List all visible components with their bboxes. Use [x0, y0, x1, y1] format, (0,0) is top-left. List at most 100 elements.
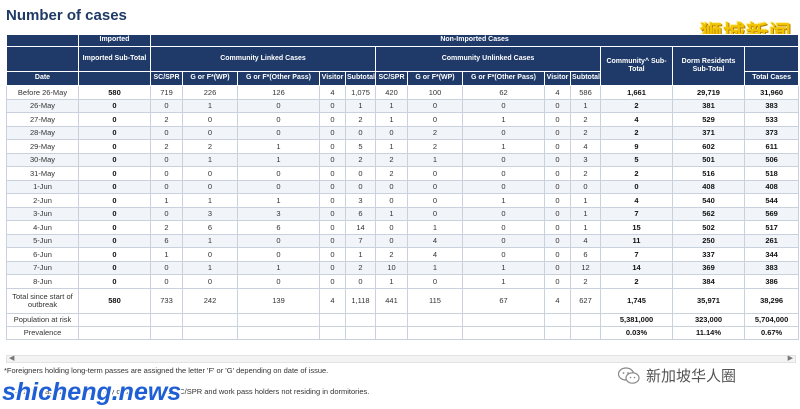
table-row: 26-May 0 0 1 0 0 1 1 0 0 0 1 2 381 383 — [6, 98, 800, 113]
date-cell: 8-Jun — [6, 274, 79, 289]
table-row: 5-Jun 0 6 1 0 0 7 0 4 0 0 4 11 250 261 — [6, 233, 800, 248]
unlinked-cell: 2 — [570, 125, 601, 140]
linked-cell: 1 — [237, 139, 320, 154]
dorm-subtotal-cell: 384 — [672, 274, 745, 289]
dorm-subtotal-cell: 501 — [672, 152, 745, 167]
unlinked-cell: 2 — [375, 152, 408, 167]
unlinked-cell: 2 — [375, 247, 408, 262]
imported-subtotal-cell: 0 — [78, 139, 151, 154]
wechat-badge: 新加坡华人圈 — [617, 365, 736, 386]
table-row: 6-Jun 0 1 0 0 0 1 2 4 0 0 6 7 337 344 — [6, 247, 800, 262]
scroll-left-arrow-icon[interactable]: ◀ — [9, 355, 15, 362]
community-subtotal-cell: 5 — [600, 152, 673, 167]
community-subtotal-cell: 2 — [600, 166, 673, 181]
table-header: Imported Non-Imported Cases Imported Sub… — [6, 34, 800, 86]
unlinked-cell: 586 — [570, 85, 601, 100]
imported-subtotal-cell: 0 — [78, 233, 151, 248]
community-subtotal-cell: 7 — [600, 247, 673, 262]
total-cases-cell: 0.67% — [743, 325, 800, 340]
unlinked-cell: 0 — [462, 220, 545, 235]
linked-cell: 1 — [237, 260, 320, 275]
horizontal-scrollbar[interactable]: ◀ ▶ — [6, 355, 796, 363]
unlinked-cell: 1 — [407, 220, 463, 235]
empty-cell — [407, 325, 463, 340]
linked-cell: 4 — [319, 85, 346, 100]
community-subtotal-cell: 9 — [600, 139, 673, 154]
linked-cell: 1 — [150, 193, 183, 208]
dorm-subtotal-cell: 323,000 — [672, 312, 745, 327]
unlinked-cell: 0 — [407, 274, 463, 289]
date-cell: 4-Jun — [6, 220, 79, 235]
empty-cell — [375, 312, 408, 327]
unlinked-cell: 0 — [462, 247, 545, 262]
scroll-right-arrow-icon[interactable]: ▶ — [787, 355, 793, 362]
linked-cell: 0 — [345, 179, 376, 194]
unlinked-cell: 0 — [375, 193, 408, 208]
empty-cell — [182, 325, 238, 340]
total-cases-cell: 569 — [743, 206, 800, 221]
total-cases-cell: 373 — [743, 125, 800, 140]
header-blank-4 — [78, 71, 151, 86]
linked-cell: 0 — [319, 179, 346, 194]
date-cell: 2-Jun — [6, 193, 79, 208]
linked-cell: 2 — [345, 112, 376, 127]
total-cases-cell: 544 — [743, 193, 800, 208]
linked-cell: 0 — [237, 125, 320, 140]
unlinked-cell: 4 — [570, 139, 601, 154]
table-row: 27-May 0 2 0 0 0 2 1 0 1 0 2 4 529 533 — [6, 112, 800, 127]
imported-subtotal-cell: 0 — [78, 274, 151, 289]
unlinked-cell: 0 — [375, 233, 408, 248]
linked-cell: 1 — [237, 193, 320, 208]
community-subtotal-cell: 4 — [600, 193, 673, 208]
linked-cell: 0 — [319, 139, 346, 154]
empty-cell — [570, 312, 601, 327]
community-subtotal-cell: 14 — [600, 260, 673, 275]
unlinked-cell: 0 — [544, 193, 571, 208]
footnote-pass-holders: *Foreigners holding long-term passes are… — [4, 366, 329, 375]
linked-cell: 1 — [345, 98, 376, 113]
header-community-subtotal: Community^ Sub-Total — [600, 46, 673, 86]
unlinked-cell: 2 — [407, 139, 463, 154]
linked-cell: 0 — [319, 260, 346, 275]
linked-cell: 0 — [319, 220, 346, 235]
unlinked-cell: 1 — [375, 139, 408, 154]
linked-cell: 139 — [237, 287, 320, 314]
header-linked-subtotal: Subtotal — [345, 71, 376, 86]
cases-table: Imported Non-Imported Cases Imported Sub… — [6, 34, 800, 340]
unlinked-cell: 62 — [462, 85, 545, 100]
dorm-subtotal-cell: 602 — [672, 139, 745, 154]
empty-cell — [237, 312, 320, 327]
date-cell: 6-Jun — [6, 247, 79, 262]
community-subtotal-cell: 15 — [600, 220, 673, 235]
unlinked-cell: 4 — [407, 247, 463, 262]
linked-cell: 0 — [182, 179, 238, 194]
dorm-subtotal-cell: 337 — [672, 247, 745, 262]
linked-cell: 0 — [150, 98, 183, 113]
unlinked-cell: 0 — [462, 166, 545, 181]
linked-cell: 0 — [150, 152, 183, 167]
linked-cell: 1 — [182, 152, 238, 167]
imported-subtotal-cell: 0 — [78, 179, 151, 194]
footnote-population: ^Population at risk for community cases … — [4, 387, 370, 396]
unlinked-cell: 0 — [544, 125, 571, 140]
date-cell: Total since start of outbreak — [6, 287, 79, 314]
header-unlinked-visitor: Visitor — [544, 71, 571, 86]
imported-subtotal-cell: 0 — [78, 260, 151, 275]
unlinked-cell: 2 — [375, 166, 408, 181]
total-cases-cell: 261 — [743, 233, 800, 248]
table-row: 3-Jun 0 0 3 3 0 6 1 0 0 0 1 7 562 569 — [6, 206, 800, 221]
community-subtotal-cell: 1,745 — [600, 287, 673, 314]
empty-cell — [78, 325, 151, 340]
dorm-subtotal-cell: 516 — [672, 166, 745, 181]
community-subtotal-cell: 1,661 — [600, 85, 673, 100]
unlinked-cell: 1 — [407, 152, 463, 167]
header-community-unlinked: Community Unlinked Cases — [375, 46, 601, 72]
date-cell: Prevalence — [6, 325, 79, 340]
empty-cell — [182, 312, 238, 327]
unlinked-cell: 6 — [570, 247, 601, 262]
dorm-subtotal-cell: 250 — [672, 233, 745, 248]
linked-cell: 0 — [150, 206, 183, 221]
unlinked-cell: 2 — [570, 274, 601, 289]
unlinked-cell: 0 — [570, 179, 601, 194]
population-row: Population at risk 5,381,000 323,000 5,704,… — [6, 312, 800, 327]
